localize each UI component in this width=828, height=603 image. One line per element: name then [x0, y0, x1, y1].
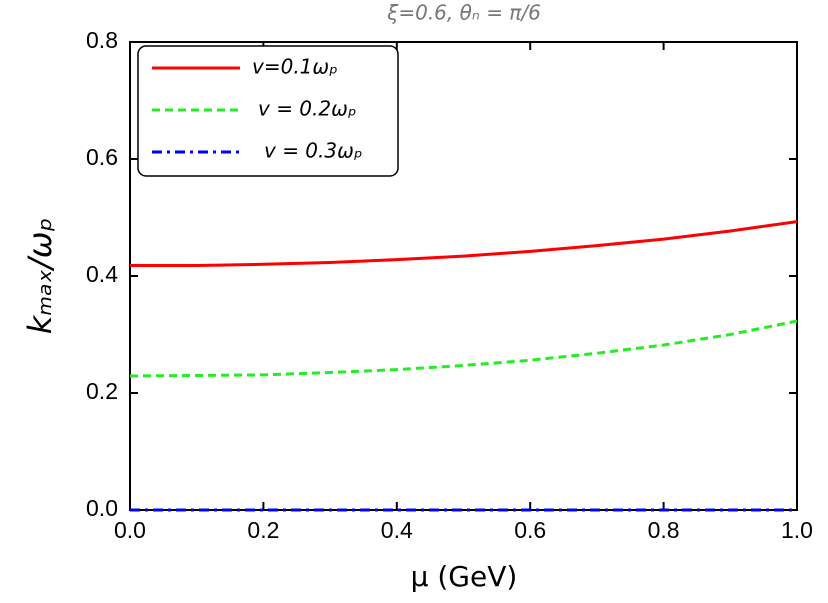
chart-title: ξ=0.6, θₙ = π/6 — [386, 1, 541, 25]
legend-label: v = 0.3ωₚ — [264, 139, 362, 163]
x-tick-label: 1.0 — [781, 517, 813, 543]
x-axis-label: μ (GeV) — [411, 560, 518, 593]
x-tick-label: 0.8 — [648, 517, 680, 543]
legend-box — [137, 45, 399, 177]
x-tick-label: 0.6 — [514, 517, 546, 543]
y-tick-label: 0.0 — [86, 495, 118, 521]
y-axis-label: kₘₐₓ/ωₚ — [21, 218, 59, 334]
legend-label: v=0.1ωₚ — [252, 55, 338, 79]
y-tick-label: 0.6 — [86, 144, 118, 170]
x-tick-label: 0.2 — [247, 517, 279, 543]
x-tick-label: 0.0 — [114, 517, 146, 543]
y-tick-label: 0.2 — [86, 378, 118, 404]
series-line — [130, 220, 798, 267]
series-line — [129, 319, 798, 378]
y-tick-label: 0.4 — [86, 261, 118, 287]
x-tick-label: 0.4 — [381, 517, 413, 543]
y-tick-label: 0.8 — [86, 27, 118, 53]
legend-label: v = 0.2ωₚ — [258, 97, 356, 121]
